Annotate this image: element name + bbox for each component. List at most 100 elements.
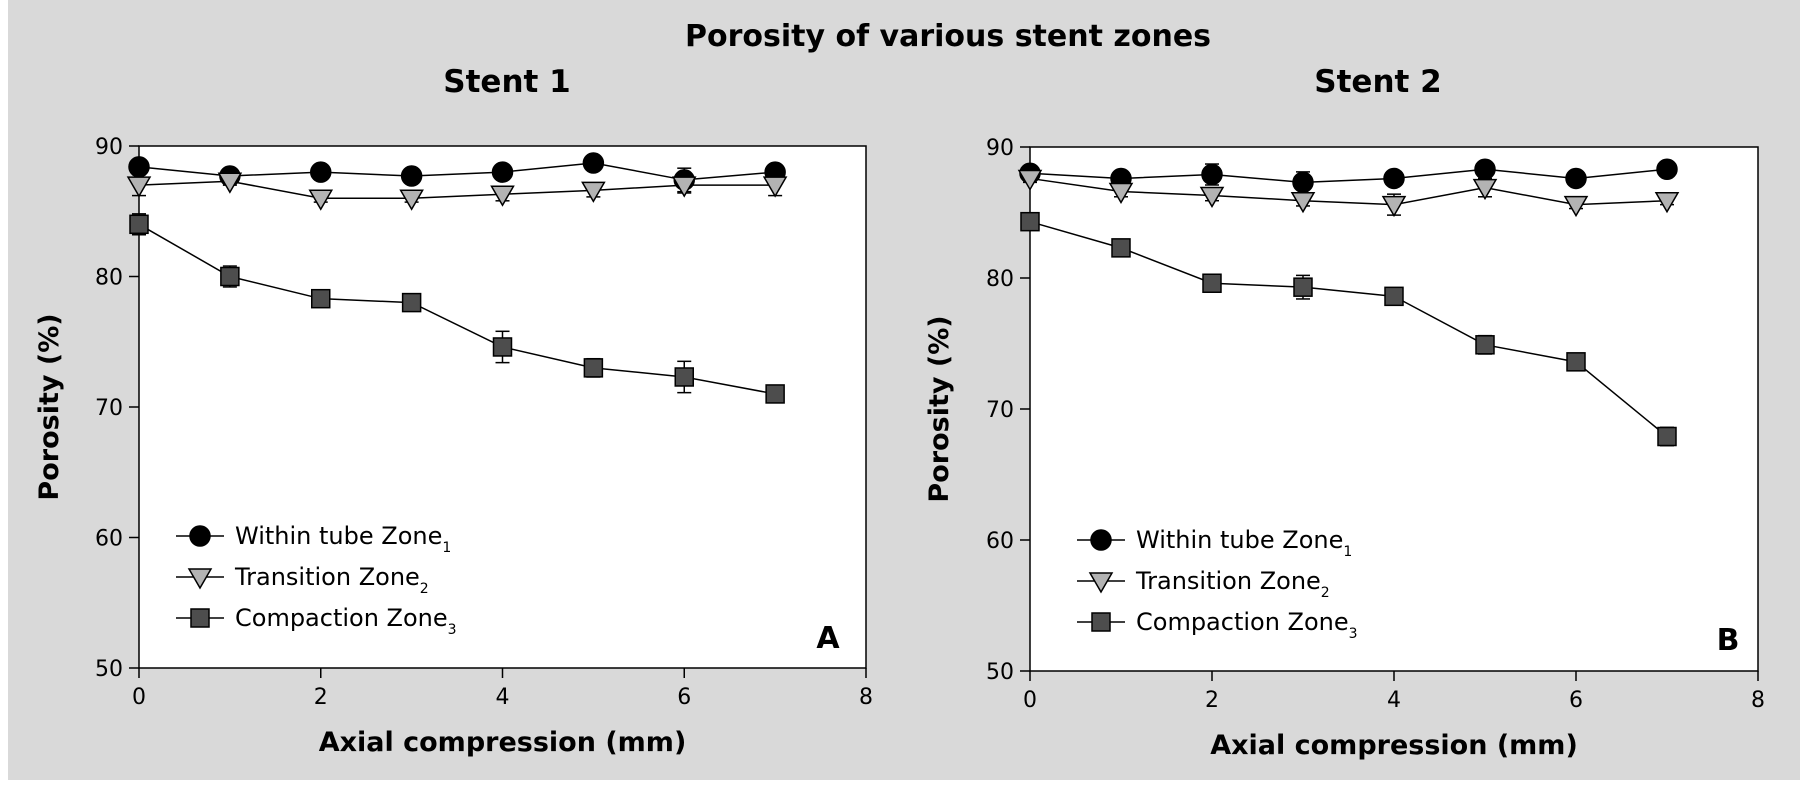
legend-item: Compaction Zone3 bbox=[176, 604, 457, 638]
legend-label-subscript: 2 bbox=[420, 581, 429, 597]
legend: Within tube Zone1 Transition Zone2 Compact… bbox=[176, 522, 457, 638]
data-point bbox=[1472, 178, 1498, 201]
legend-label-text: Transition Zone bbox=[234, 563, 420, 591]
data-point bbox=[1384, 286, 1404, 307]
data-point bbox=[1565, 167, 1587, 190]
series-line bbox=[1029, 168, 1668, 184]
y-axis-label: Porosity (%) bbox=[924, 315, 955, 502]
x-axis-label: Axial compression (mm) bbox=[1210, 730, 1578, 761]
data-point bbox=[671, 176, 697, 198]
series-line bbox=[138, 223, 776, 395]
y-tick-label: 90 bbox=[95, 135, 123, 160]
chart-title: Stent 2 bbox=[1314, 64, 1441, 100]
legend-item: Compaction Zone3 bbox=[1077, 608, 1358, 642]
data-point bbox=[220, 266, 240, 287]
data-point bbox=[1017, 169, 1043, 191]
series-line bbox=[138, 180, 776, 199]
x-tick-label: 0 bbox=[1023, 688, 1037, 713]
data-point bbox=[1292, 171, 1314, 194]
legend-label-text: Compaction Zone bbox=[1136, 608, 1349, 636]
data-point bbox=[1108, 182, 1134, 205]
data-point bbox=[765, 384, 785, 404]
y-tick-label: 60 bbox=[986, 529, 1014, 554]
series-3 bbox=[129, 213, 785, 404]
legend-label-text: Compaction Zone bbox=[235, 604, 448, 632]
legend-marker bbox=[187, 568, 213, 590]
legend-label-text: Transition Zone bbox=[1135, 567, 1321, 595]
data-point bbox=[1475, 335, 1495, 355]
data-point bbox=[1566, 352, 1586, 372]
legend-label: Compaction Zone3 bbox=[235, 604, 457, 638]
data-point bbox=[581, 181, 606, 203]
y-tick-label: 70 bbox=[95, 396, 123, 421]
chart-panel-2: Stent 2 50 60 70 80 90 0 2 4 6 8 Axial compression … bbox=[924, 64, 1765, 761]
plot-area bbox=[1029, 146, 1759, 672]
legend-label: Within tube Zone1 bbox=[235, 522, 451, 556]
legend-item: Transition Zone2 bbox=[1077, 567, 1330, 601]
data-point bbox=[1293, 277, 1313, 297]
legend-item: Transition Zone2 bbox=[176, 563, 429, 597]
series-line bbox=[1029, 220, 1668, 438]
series-3 bbox=[1020, 211, 1677, 447]
legend-item: Within tube Zone1 bbox=[176, 522, 451, 556]
data-point bbox=[308, 189, 334, 211]
data-point bbox=[1563, 195, 1589, 218]
legend: Within tube Zone1 Transition Zone2 Compact… bbox=[1077, 526, 1358, 642]
x-tick-label: 4 bbox=[1387, 688, 1401, 713]
chart-title: Stent 1 bbox=[443, 64, 570, 100]
figure-title: Porosity of various stent zones bbox=[685, 19, 1211, 54]
chart-panel-1: Stent 1 50 60 70 80 90 0 2 4 6 8 Axial compression … bbox=[34, 64, 873, 758]
legend-label-text: Within tube Zone bbox=[1136, 526, 1343, 554]
legend-marker bbox=[1088, 572, 1114, 594]
data-point bbox=[762, 176, 788, 198]
y-tick-label: 80 bbox=[986, 267, 1014, 292]
data-point bbox=[1020, 211, 1040, 232]
x-tick-label: 2 bbox=[314, 685, 328, 710]
series-line bbox=[138, 162, 776, 181]
panel-label: B bbox=[1717, 623, 1740, 658]
legend-marker bbox=[190, 608, 210, 628]
data-point bbox=[399, 189, 424, 211]
y-tick-label: 60 bbox=[95, 527, 123, 552]
data-point bbox=[400, 165, 423, 187]
x-tick-label: 6 bbox=[677, 685, 691, 710]
data-point bbox=[1381, 195, 1407, 218]
data-point bbox=[1383, 167, 1405, 190]
series-line bbox=[1029, 177, 1668, 206]
data-point bbox=[1199, 186, 1225, 208]
panel-label: A bbox=[816, 621, 840, 656]
legend-marker bbox=[1091, 612, 1111, 632]
data-point bbox=[129, 214, 149, 235]
x-tick-label: 2 bbox=[1205, 688, 1219, 713]
x-tick-label: 6 bbox=[1569, 688, 1583, 713]
legend-label-subscript: 3 bbox=[1349, 626, 1358, 642]
data-point bbox=[311, 288, 331, 309]
data-point bbox=[492, 337, 513, 357]
series-2 bbox=[1017, 169, 1680, 218]
legend-item: Within tube Zone1 bbox=[1077, 526, 1352, 560]
legend-label: Transition Zone2 bbox=[1135, 567, 1330, 601]
data-point bbox=[1111, 238, 1131, 258]
legend-label-text: Within tube Zone bbox=[235, 522, 442, 550]
data-point bbox=[128, 156, 150, 178]
series-2 bbox=[126, 172, 788, 211]
x-axis-label: Axial compression (mm) bbox=[319, 727, 687, 758]
data-point bbox=[490, 185, 515, 207]
y-tick-label: 80 bbox=[95, 266, 123, 291]
data-point bbox=[491, 161, 514, 183]
data-point bbox=[1201, 163, 1223, 186]
data-point bbox=[310, 161, 332, 183]
data-point bbox=[126, 176, 152, 198]
y-tick-label: 50 bbox=[95, 657, 123, 682]
legend-label-subscript: 1 bbox=[442, 540, 451, 556]
data-point bbox=[674, 367, 694, 387]
legend-label: Compaction Zone3 bbox=[1136, 608, 1358, 642]
x-tick-label: 8 bbox=[859, 685, 873, 710]
y-axis-label: Porosity (%) bbox=[34, 313, 65, 500]
legend-label-subscript: 1 bbox=[1343, 544, 1352, 560]
data-point bbox=[583, 358, 604, 378]
y-tick-label: 90 bbox=[986, 136, 1014, 161]
y-tick-label: 50 bbox=[986, 660, 1014, 685]
